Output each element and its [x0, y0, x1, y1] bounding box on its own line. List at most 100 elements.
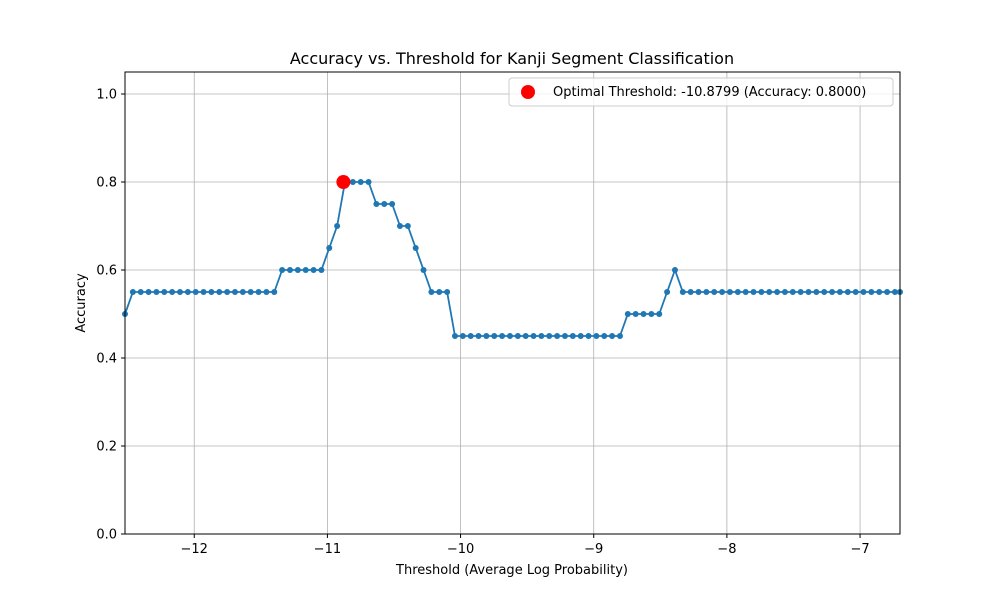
data-point: [648, 311, 655, 317]
data-point: [656, 311, 663, 317]
data-point: [177, 289, 183, 295]
data-point: [546, 333, 553, 339]
data-point: [420, 267, 427, 273]
data-point: [569, 333, 576, 339]
data-point: [467, 333, 474, 339]
data-point: [404, 223, 411, 229]
data-point: [522, 333, 529, 339]
x-tick-label: −8: [717, 542, 736, 557]
data-point: [444, 289, 451, 295]
x-tick-label: −11: [314, 542, 341, 557]
x-axis-label: Threshold (Average Log Probability): [395, 563, 628, 578]
y-tick-label: 0.2: [96, 440, 117, 455]
x-axis-ticks: −12 −11 −10 −9 −8 −7: [181, 534, 870, 557]
data-point: [208, 289, 215, 295]
data-point: [436, 289, 443, 295]
data-point: [711, 289, 718, 295]
data-point: [891, 289, 898, 295]
series-layer: [122, 179, 903, 339]
data-point: [876, 289, 883, 295]
data-point: [373, 201, 380, 207]
data-point: [412, 245, 419, 251]
data-point: [829, 289, 836, 295]
data-point: [318, 267, 325, 273]
data-point: [695, 289, 702, 295]
data-point: [577, 333, 584, 339]
series-line: [124, 181, 900, 337]
data-point: [302, 267, 309, 273]
data-point: [192, 289, 199, 295]
data-point: [271, 289, 278, 295]
data-point: [766, 289, 773, 295]
data-point: [774, 289, 781, 295]
data-point: [554, 333, 561, 339]
x-tick-label: −9: [584, 542, 603, 557]
data-point: [593, 333, 600, 339]
y-axis-ticks: 0.0 0.2 0.4 0.6 0.8 1.0: [96, 88, 125, 543]
y-tick-label: 0.8: [96, 176, 117, 191]
data-point: [664, 289, 671, 295]
data-point: [742, 289, 749, 295]
data-point: [734, 289, 741, 295]
data-point: [671, 267, 678, 273]
data-point: [719, 289, 726, 295]
x-tick-label: −12: [181, 542, 208, 557]
data-point: [616, 333, 623, 339]
data-point: [640, 311, 647, 317]
y-tick-label: 0.0: [96, 528, 117, 543]
data-point: [679, 289, 686, 295]
data-point: [153, 289, 160, 295]
data-point: [475, 333, 482, 339]
data-point: [145, 289, 152, 295]
legend-marker-optimal: [521, 85, 535, 99]
data-point: [310, 267, 317, 273]
y-tick-label: 0.4: [96, 352, 117, 367]
data-point: [349, 179, 356, 185]
data-point: [624, 311, 631, 317]
data-point: [750, 289, 757, 295]
data-point: [396, 223, 403, 229]
x-tick-label: −7: [850, 542, 869, 557]
data-point: [247, 289, 254, 295]
legend-box: [508, 77, 894, 107]
data-point: [381, 201, 388, 207]
data-point: [365, 179, 372, 185]
data-point: [687, 289, 694, 295]
data-point: [216, 289, 223, 295]
data-point: [231, 289, 238, 295]
data-point: [868, 289, 875, 295]
grid-lines: [125, 72, 900, 535]
data-point: [184, 289, 191, 295]
data-point: [459, 333, 466, 339]
legend-label-optimal: Optimal Threshold: -10.8799 (Accuracy: 0…: [553, 85, 866, 100]
data-point: [137, 289, 144, 295]
data-point: [601, 333, 608, 339]
data-point: [805, 289, 812, 295]
data-point: [451, 333, 458, 339]
data-point: [491, 333, 498, 339]
y-axis-label: Accuracy: [74, 273, 89, 333]
data-point: [428, 289, 435, 295]
data-point: [844, 289, 851, 295]
data-point: [813, 289, 820, 295]
data-point: [797, 289, 804, 295]
data-point: [538, 333, 545, 339]
data-point: [609, 333, 616, 339]
data-point: [758, 289, 765, 295]
highlight-layer: [336, 175, 351, 189]
x-tick-label: −10: [447, 542, 474, 557]
data-point: [263, 289, 270, 295]
data-point: [506, 333, 513, 339]
chart-title: Accuracy vs. Threshold for Kanji Segment…: [290, 49, 734, 68]
data-point: [161, 289, 168, 295]
data-point: [860, 289, 867, 295]
data-point: [514, 333, 521, 339]
data-point: [852, 289, 859, 295]
plot-frame: [124, 71, 901, 535]
data-point: [200, 289, 207, 295]
data-point: [821, 289, 828, 295]
data-point: [129, 289, 136, 295]
data-point: [530, 333, 537, 339]
optimal-threshold-point: [336, 175, 351, 189]
